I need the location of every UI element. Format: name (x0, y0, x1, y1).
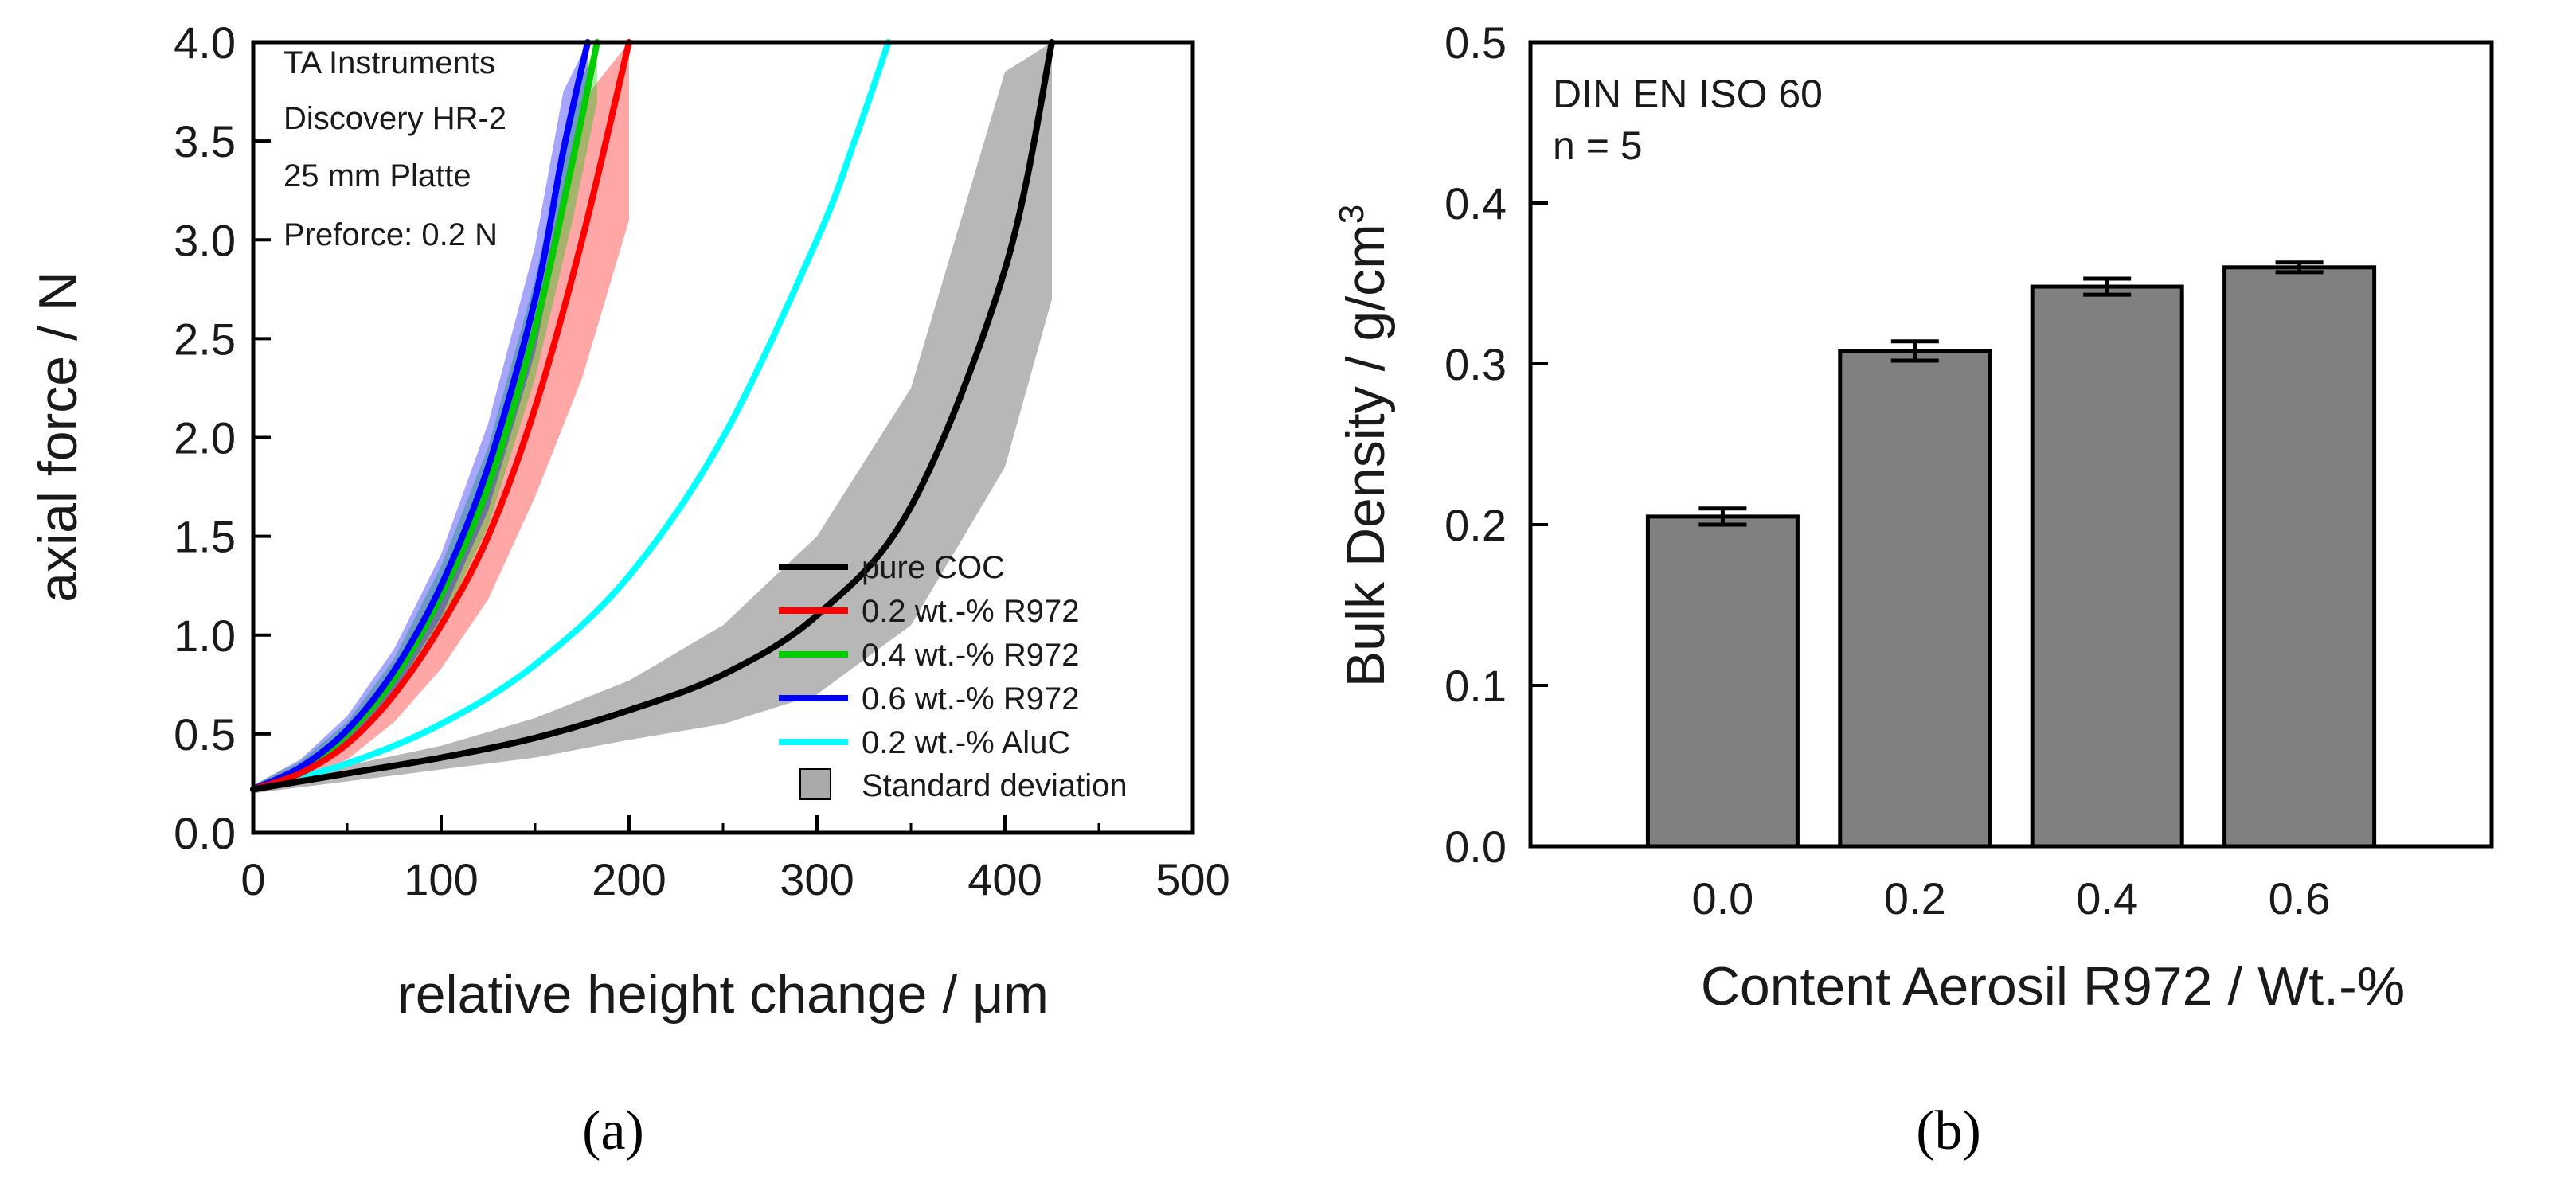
legend-label-r972-02: 0.2 wt.-% R972 (862, 594, 1079, 629)
annotation-line-1: TA Instruments (283, 45, 495, 80)
bar-2 (2030, 284, 2184, 849)
legend-a: pure COC 0.2 wt.-% R972 0.4 wt.-% R972 0… (779, 550, 1128, 803)
x-axis-label-b: Content Aerosil R972 / Wt.-% (1701, 956, 2405, 1017)
y-tick-label-b: 0.0 (1444, 822, 1507, 872)
series-line-4 (250, 39, 892, 793)
bar-1 (1838, 349, 1992, 849)
y-axis-label-b-sup: 3 (1332, 205, 1371, 224)
y-tick-label: 4.0 (174, 18, 236, 68)
annotation-line-2: Discovery HR-2 (283, 101, 506, 136)
x-axis-label-a: relative height change / μm (397, 964, 1049, 1025)
y-tick-label: 1.0 (174, 611, 236, 661)
y-tick-label-b: 0.4 (1444, 178, 1507, 228)
x-tick-label-b: 0.4 (2076, 873, 2138, 923)
y-tick-label: 3.5 (174, 116, 236, 166)
y-tick-label: 2.5 (174, 314, 236, 364)
legend-label-std: Standard deviation (862, 768, 1128, 803)
std-bands (253, 42, 1052, 794)
y-axis-label-b: Bulk Density / g/cm3 (1332, 205, 1396, 687)
bar-0 (1645, 514, 1800, 849)
plot-frame-b (1528, 40, 2494, 849)
chart-b: 0.0 0.2 0.4 0.6 0.0 0.1 0.2 0.3 0.4 0.5 DIN EN IS… (1332, 18, 2494, 1017)
std-band-2 (253, 42, 597, 794)
x-tick-label: 0 (240, 854, 265, 904)
legend-swatch-std (799, 768, 831, 800)
panel-label-a: (a) (582, 1100, 644, 1162)
series-line-3 (250, 39, 592, 793)
series-line-1 (250, 39, 632, 793)
y-tick-label: 0.5 (174, 709, 236, 759)
y-tick-label-b: 0.5 (1444, 18, 1507, 68)
y-tick-label: 0.0 (174, 808, 236, 858)
series-line-0 (250, 39, 1055, 793)
annotation-line-4: Preforce: 0.2 N (283, 217, 498, 252)
chart-a: 0 100 200 300 400 500 0.0 0.5 1.0 1.5 2.0 2.5 3.0 3.5… (28, 18, 1230, 1025)
y-tick-label: 1.5 (174, 512, 236, 562)
annotation-line-3: 25 mm Platte (283, 158, 471, 193)
legend-label-r972-04: 0.4 wt.-% R972 (862, 638, 1079, 673)
series-lines (250, 39, 1055, 793)
std-band-0 (253, 42, 1052, 794)
x-tick-label: 400 (967, 854, 1042, 904)
x-tick-label: 200 (592, 854, 666, 904)
x-tick-label-b: 0.0 (1691, 873, 1753, 923)
annotation-standard: DIN EN ISO 60 (1553, 72, 1823, 116)
x-tick-label: 500 (1155, 854, 1229, 904)
x-tick-label: 100 (404, 854, 478, 904)
legend-label-pure-coc: pure COC (862, 550, 1005, 585)
y-axis-label-b-main: Bulk Density / g/cm (1335, 224, 1396, 687)
bar-3 (2222, 265, 2377, 849)
x-tick-label-b: 0.2 (1884, 873, 1946, 923)
legend-label-r972-06: 0.6 wt.-% R972 (862, 681, 1079, 716)
y-tick-label-b: 0.1 (1444, 661, 1507, 711)
ticks-b: 0.0 0.2 0.4 0.6 0.0 0.1 0.2 0.3 0.4 0.5 (1444, 18, 2330, 923)
panel-label-b: (b) (1916, 1100, 1981, 1162)
bars (1645, 260, 2377, 849)
y-tick-label: 2.0 (174, 413, 236, 463)
legend-label-aluc: 0.2 wt.-% AluC (862, 725, 1070, 760)
annotation-n: n = 5 (1553, 123, 1643, 168)
y-axis-label-a: axial force / N (28, 271, 88, 603)
y-tick-label-b: 0.3 (1444, 339, 1507, 389)
ticks-a: 0 100 200 300 400 500 0.0 0.5 1.0 1.5 2.0 2.5 3.0 3.5… (174, 18, 1230, 904)
y-tick-label-b: 0.2 (1444, 500, 1507, 550)
std-band-1 (253, 42, 629, 794)
y-tick-label: 3.0 (174, 215, 236, 265)
std-band-3 (253, 42, 588, 794)
x-tick-label-b: 0.6 (2269, 873, 2331, 923)
x-tick-label: 300 (780, 854, 854, 904)
